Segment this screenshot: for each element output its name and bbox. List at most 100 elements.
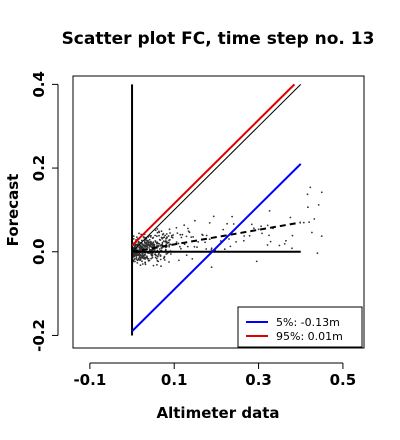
data-point	[151, 237, 154, 240]
x-tick-label: 0.1	[161, 371, 188, 389]
legend-box	[237, 306, 363, 348]
data-point	[283, 243, 286, 245]
data-point	[250, 223, 253, 226]
data-point	[320, 191, 323, 194]
data-point	[160, 265, 162, 267]
data-point	[139, 259, 142, 261]
data-point	[154, 256, 157, 259]
data-point	[132, 235, 135, 238]
data-point	[158, 243, 161, 245]
data-point	[150, 257, 153, 260]
data-point	[158, 234, 160, 237]
data-point	[135, 236, 138, 239]
x-tick-label: -0.1	[73, 371, 106, 389]
data-point	[242, 239, 245, 242]
data-point	[146, 239, 148, 242]
data-point	[150, 234, 152, 237]
data-point	[136, 244, 138, 247]
data-point	[151, 254, 154, 257]
data-point	[291, 247, 293, 250]
data-point	[181, 233, 184, 236]
y-tick-label: -0.2	[30, 319, 48, 352]
data-point	[154, 229, 157, 232]
data-point	[268, 234, 270, 237]
data-point	[145, 242, 148, 244]
line-regression	[131, 221, 301, 253]
data-point	[133, 255, 136, 258]
data-point	[205, 234, 208, 237]
data-point	[183, 243, 186, 246]
data-point	[136, 253, 139, 256]
data-point	[134, 243, 137, 246]
data-point	[144, 241, 146, 244]
y-axis-label: Forecast	[4, 174, 22, 247]
data-point	[212, 215, 215, 218]
data-point	[205, 248, 208, 250]
data-point	[175, 226, 178, 229]
y-tick-label: 0.2	[30, 155, 48, 182]
reference-lines	[131, 83, 302, 336]
data-point	[157, 245, 160, 247]
data-point	[208, 222, 211, 224]
data-point	[160, 244, 163, 246]
data-point	[253, 227, 255, 230]
data-point	[316, 252, 319, 255]
data-point	[226, 222, 229, 225]
data-point	[313, 218, 316, 220]
data-point	[147, 259, 150, 262]
data-point	[165, 253, 168, 255]
data-point	[235, 241, 238, 243]
data-point	[155, 257, 158, 260]
data-point	[164, 234, 167, 237]
data-point	[210, 266, 213, 268]
data-point	[156, 228, 159, 230]
data-point	[136, 262, 139, 264]
data-point	[176, 232, 179, 235]
legend-label-95pct: 95%: 0.01m	[276, 330, 343, 343]
data-point	[138, 246, 141, 249]
data-point	[150, 249, 153, 251]
data-point	[146, 255, 148, 258]
y-tick-label: 0.4	[30, 71, 48, 98]
data-point	[156, 242, 158, 245]
data-point	[144, 263, 147, 266]
data-point	[148, 241, 151, 244]
data-point	[139, 248, 142, 250]
data-point	[140, 239, 143, 242]
data-point	[158, 231, 161, 234]
axis-ticks: -0.1 0.1 0.3 0.5 -0.2 0.0 0.2 0.4	[30, 71, 356, 389]
x-axis-label: Altimeter data	[157, 404, 280, 422]
data-point	[153, 243, 156, 246]
data-point	[147, 242, 150, 245]
data-point	[160, 247, 163, 250]
data-point	[162, 240, 165, 243]
data-point	[148, 238, 151, 241]
data-point	[150, 245, 153, 248]
data-point	[302, 221, 305, 224]
data-point	[137, 258, 140, 261]
data-point	[201, 234, 204, 237]
data-point	[223, 248, 226, 251]
data-point	[232, 223, 235, 225]
data-point	[151, 256, 154, 259]
data-point	[143, 240, 146, 243]
data-point	[306, 193, 309, 196]
data-point	[133, 258, 136, 261]
data-point	[307, 206, 309, 209]
data-point	[177, 242, 180, 245]
data-point	[175, 241, 178, 244]
data-point	[309, 186, 312, 189]
data-point	[148, 247, 151, 249]
data-point	[142, 244, 145, 247]
data-point	[180, 247, 182, 250]
data-point	[311, 231, 313, 234]
data-point	[222, 228, 225, 231]
data-point	[193, 245, 196, 248]
plot-frame	[72, 75, 365, 349]
data-point	[159, 258, 162, 261]
data-point	[168, 243, 171, 246]
data-point	[179, 233, 182, 236]
data-point	[144, 256, 147, 259]
data-point	[135, 253, 137, 256]
line-identity	[131, 84, 302, 253]
